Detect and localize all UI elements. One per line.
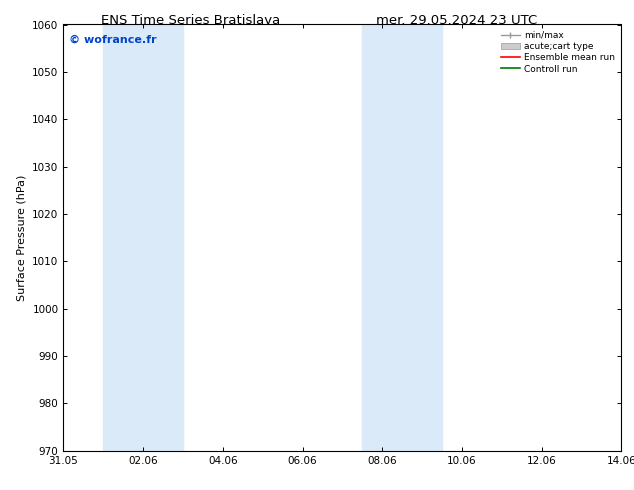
Bar	[103, 24, 183, 451]
Y-axis label: Surface Pressure (hPa): Surface Pressure (hPa)	[16, 174, 27, 301]
Legend: min/max, acute;cart type, Ensemble mean run, Controll run: min/max, acute;cart type, Ensemble mean …	[499, 29, 617, 75]
Text: mer. 29.05.2024 23 UTC: mer. 29.05.2024 23 UTC	[376, 14, 537, 27]
Text: ENS Time Series Bratislava: ENS Time Series Bratislava	[101, 14, 280, 27]
Text: © wofrance.fr: © wofrance.fr	[69, 35, 157, 45]
Bar	[362, 24, 442, 451]
